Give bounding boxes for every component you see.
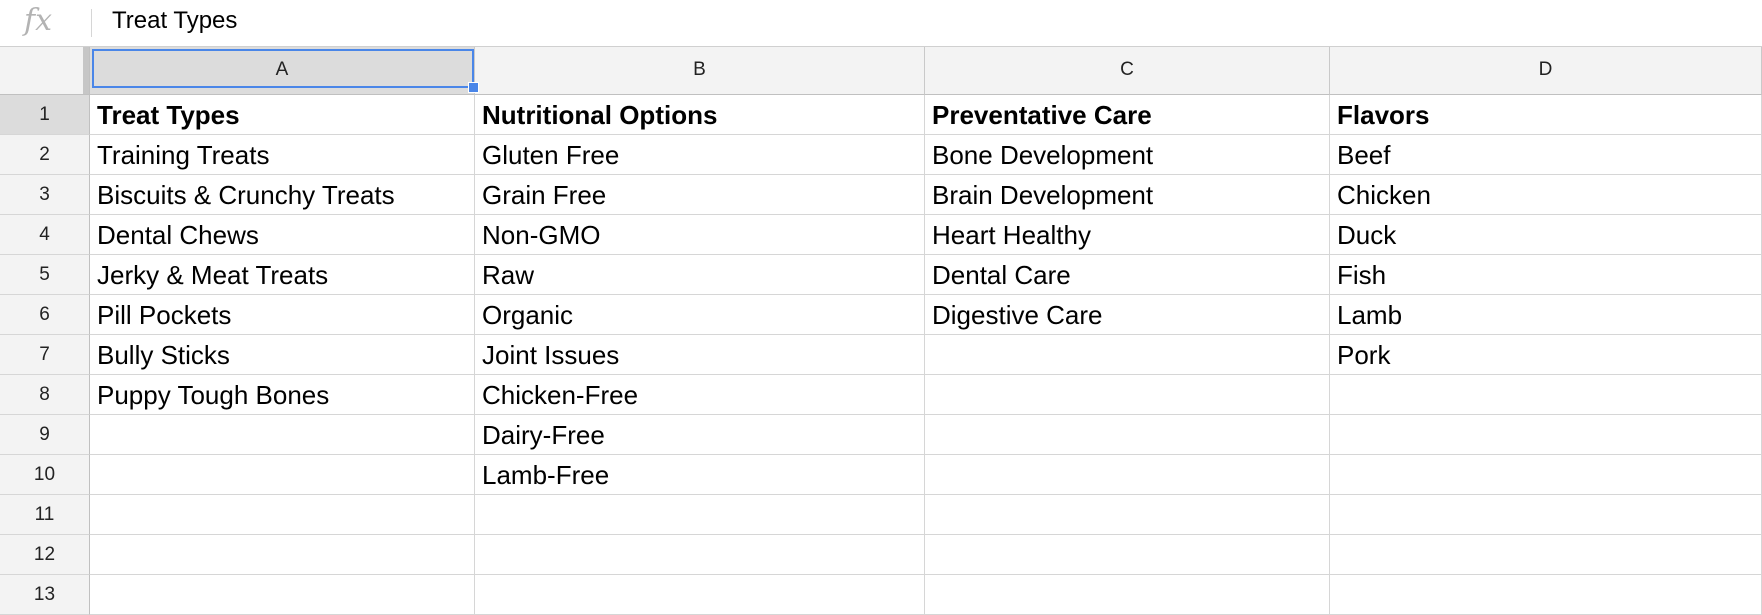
row-header-13[interactable]: 13 (0, 575, 90, 615)
cell-b3[interactable]: Grain Free (475, 175, 925, 215)
cell-a2[interactable]: Training Treats (90, 135, 475, 175)
row-header-10[interactable]: 10 (0, 455, 90, 495)
cell-b9[interactable]: Dairy-Free (475, 415, 925, 455)
fx-icon: fx (24, 3, 53, 38)
formula-input[interactable]: Treat Types (112, 7, 238, 34)
cell-b2[interactable]: Gluten Free (475, 135, 925, 175)
cell-a13[interactable] (90, 575, 475, 615)
cell-d8[interactable] (1330, 375, 1762, 415)
cell-d10[interactable] (1330, 455, 1762, 495)
cell-c7[interactable] (925, 335, 1330, 375)
select-all-corner[interactable] (0, 47, 90, 95)
cell-d3[interactable]: Chicken (1330, 175, 1762, 215)
cell-b7[interactable]: Joint Issues (475, 335, 925, 375)
cell-b12[interactable] (475, 535, 925, 575)
cell-a9[interactable] (90, 415, 475, 455)
cell-c12[interactable] (925, 535, 1330, 575)
cell-a5[interactable]: Jerky & Meat Treats (90, 255, 475, 295)
cell-d6[interactable]: Lamb (1330, 295, 1762, 335)
cell-a4[interactable]: Dental Chews (90, 215, 475, 255)
cell-c4[interactable]: Heart Healthy (925, 215, 1330, 255)
cell-c6[interactable]: Digestive Care (925, 295, 1330, 335)
cell-c8[interactable] (925, 375, 1330, 415)
cell-a3[interactable]: Biscuits & Crunchy Treats (90, 175, 475, 215)
cell-b4[interactable]: Non-GMO (475, 215, 925, 255)
cell-a12[interactable] (90, 535, 475, 575)
column-header-a[interactable]: A (90, 47, 475, 95)
cell-a11[interactable] (90, 495, 475, 535)
cell-b8[interactable]: Chicken-Free (475, 375, 925, 415)
cell-d9[interactable] (1330, 415, 1762, 455)
cell-d13[interactable] (1330, 575, 1762, 615)
row-header-8[interactable]: 8 (0, 375, 90, 415)
cell-a6[interactable]: Pill Pockets (90, 295, 475, 335)
cell-d11[interactable] (1330, 495, 1762, 535)
row-header-12[interactable]: 12 (0, 535, 90, 575)
cell-a10[interactable] (90, 455, 475, 495)
row-header-2[interactable]: 2 (0, 135, 90, 175)
column-header-b[interactable]: B (475, 47, 925, 95)
formula-bar: fx Treat Types (0, 0, 1762, 47)
fill-handle[interactable] (468, 82, 479, 93)
cell-c10[interactable] (925, 455, 1330, 495)
corner-shadow (83, 47, 89, 94)
row-header-3[interactable]: 3 (0, 175, 90, 215)
row-header-6[interactable]: 6 (0, 295, 90, 335)
cell-a8[interactable]: Puppy Tough Bones (90, 375, 475, 415)
cell-d7[interactable]: Pork (1330, 335, 1762, 375)
cell-c11[interactable] (925, 495, 1330, 535)
cell-c1[interactable]: Preventative Care (925, 95, 1330, 135)
cell-b6[interactable]: Organic (475, 295, 925, 335)
column-header-c[interactable]: C (925, 47, 1330, 95)
cell-c9[interactable] (925, 415, 1330, 455)
row-header-4[interactable]: 4 (0, 215, 90, 255)
row-header-9[interactable]: 9 (0, 415, 90, 455)
cell-b11[interactable] (475, 495, 925, 535)
row-header-5[interactable]: 5 (0, 255, 90, 295)
column-header-d[interactable]: D (1330, 47, 1762, 95)
cell-c2[interactable]: Bone Development (925, 135, 1330, 175)
cell-c3[interactable]: Brain Development (925, 175, 1330, 215)
cell-b10[interactable]: Lamb-Free (475, 455, 925, 495)
cell-d1[interactable]: Flavors (1330, 95, 1762, 135)
row-header-11[interactable]: 11 (0, 495, 90, 535)
row-header-7[interactable]: 7 (0, 335, 90, 375)
formula-bar-divider (91, 9, 92, 37)
cell-d12[interactable] (1330, 535, 1762, 575)
cell-c13[interactable] (925, 575, 1330, 615)
cell-c5[interactable]: Dental Care (925, 255, 1330, 295)
cell-b13[interactable] (475, 575, 925, 615)
cell-d5[interactable]: Fish (1330, 255, 1762, 295)
cell-b5[interactable]: Raw (475, 255, 925, 295)
cell-d4[interactable]: Duck (1330, 215, 1762, 255)
cell-d2[interactable]: Beef (1330, 135, 1762, 175)
cell-a1[interactable]: Treat Types (90, 95, 475, 135)
cell-b1[interactable]: Nutritional Options (475, 95, 925, 135)
cell-a7[interactable]: Bully Sticks (90, 335, 475, 375)
row-header-1[interactable]: 1 (0, 95, 90, 135)
